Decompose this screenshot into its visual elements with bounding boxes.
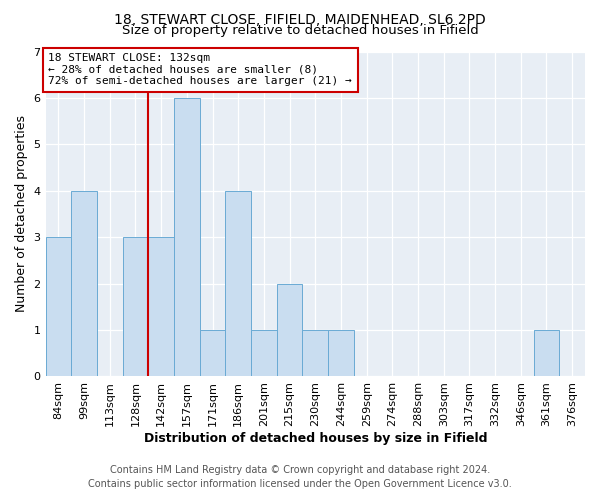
Bar [226, 191, 251, 376]
X-axis label: Distribution of detached houses by size in Fifield: Distribution of detached houses by size … [143, 432, 487, 445]
Bar [277, 284, 302, 376]
Text: Size of property relative to detached houses in Fifield: Size of property relative to detached ho… [122, 24, 478, 37]
Text: Contains HM Land Registry data © Crown copyright and database right 2024.
Contai: Contains HM Land Registry data © Crown c… [88, 465, 512, 489]
Text: 18, STEWART CLOSE, FIFIELD, MAIDENHEAD, SL6 2PD: 18, STEWART CLOSE, FIFIELD, MAIDENHEAD, … [114, 12, 486, 26]
Bar [251, 330, 277, 376]
Bar [148, 237, 174, 376]
Bar [71, 191, 97, 376]
Bar [46, 237, 71, 376]
Bar [328, 330, 354, 376]
Bar [122, 237, 148, 376]
Text: 18 STEWART CLOSE: 132sqm
← 28% of detached houses are smaller (8)
72% of semi-de: 18 STEWART CLOSE: 132sqm ← 28% of detach… [48, 53, 352, 86]
Bar [302, 330, 328, 376]
Bar [533, 330, 559, 376]
Y-axis label: Number of detached properties: Number of detached properties [15, 116, 28, 312]
Bar [174, 98, 200, 376]
Bar [200, 330, 226, 376]
